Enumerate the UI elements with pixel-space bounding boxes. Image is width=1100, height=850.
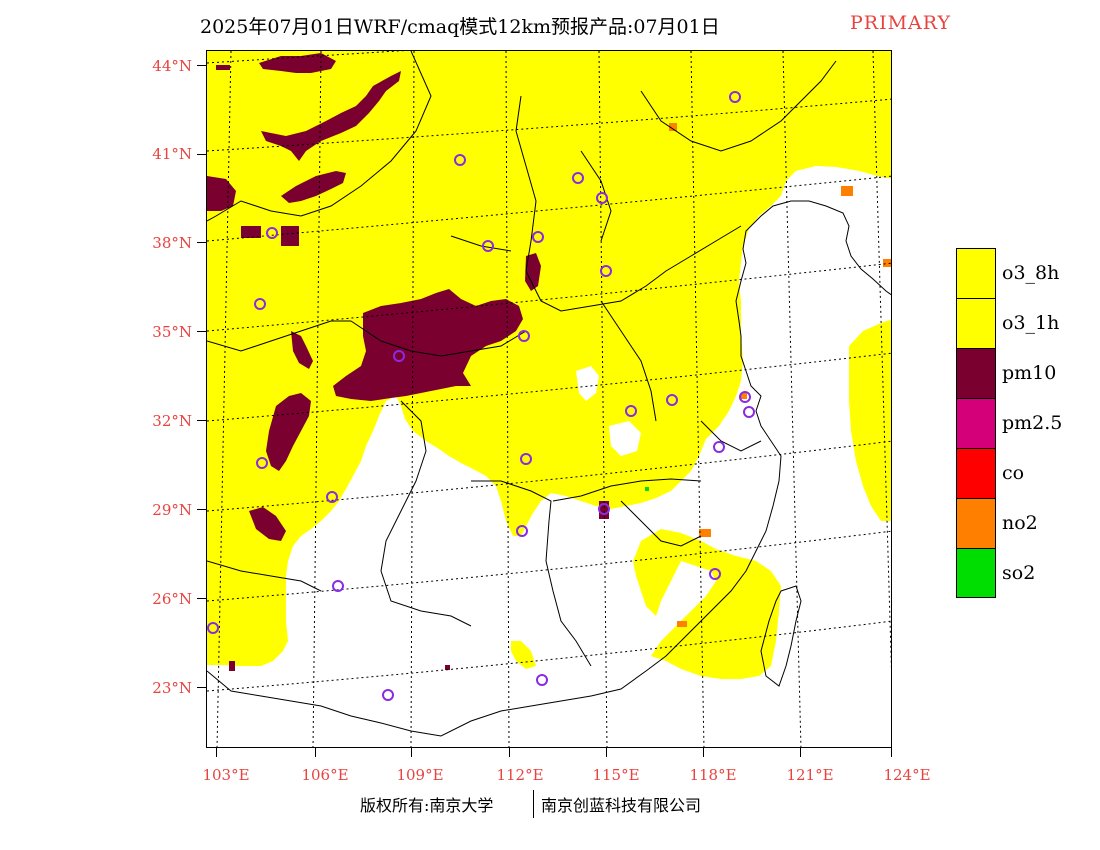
lat-label-35: 35°N	[152, 323, 192, 341]
lat-label-23: 23°N	[152, 679, 192, 697]
legend-swatch	[956, 548, 996, 598]
legend-item-pm10: pm10	[956, 348, 1076, 398]
lon-tick	[891, 748, 892, 757]
pm10-patch	[241, 226, 261, 238]
pm10-region-center2	[525, 253, 541, 291]
pm10-patch	[229, 661, 235, 671]
graticule	[207, 51, 891, 747]
lon-tick	[216, 748, 217, 757]
station-markers	[207, 91, 755, 701]
no2-patch	[669, 123, 677, 131]
legend-label: o3_1h	[1002, 312, 1060, 334]
lon-tick	[800, 748, 801, 757]
legend-label: pm2.5	[1002, 412, 1063, 434]
no2-patch	[841, 186, 853, 196]
pm10-region-northwest	[207, 176, 236, 211]
map-title-bar: 2025年07月01日WRF/cmaq模式12km预报产品:07月01日 PRI…	[0, 10, 1100, 40]
legend-item-o3-1h: o3_1h	[956, 298, 1076, 348]
lat-label-38: 38°N	[152, 234, 192, 252]
lon-label-112: 112°E	[496, 766, 544, 784]
boundaries	[207, 51, 891, 737]
pm10-patch	[599, 501, 609, 519]
copyright-company: 南京创蓝科技有限公司	[541, 796, 702, 815]
o3-patch-south	[511, 641, 536, 669]
lon-tick	[509, 748, 510, 757]
lat-label-26: 26°N	[152, 590, 192, 608]
legend-label: co	[1002, 462, 1025, 484]
pm10-patch	[445, 665, 450, 670]
lon-tick	[703, 748, 704, 757]
o3-region-east-sea	[849, 319, 891, 521]
map-title: 2025年07月01日WRF/cmaq模式12km预报产品:07月01日	[200, 16, 720, 38]
o3-region-main	[207, 51, 891, 666]
lon-label-124: 124°E	[883, 766, 931, 784]
pm10-region-central	[333, 289, 523, 401]
lat-label-41: 41°N	[152, 145, 192, 163]
legend-item-so2: so2	[956, 548, 1076, 598]
o3-region-southeast	[633, 529, 781, 679]
lon-tick	[606, 748, 607, 757]
no2-patch	[677, 621, 687, 627]
no2-patch	[883, 259, 891, 267]
lat-tick	[197, 598, 206, 599]
footer-divider	[533, 790, 534, 818]
pm10-region-west	[291, 331, 313, 369]
pm10-region-southwest	[266, 393, 311, 471]
legend-label: o3_8h	[1002, 262, 1060, 284]
lon-label-109: 109°E	[396, 766, 444, 784]
lat-tick	[197, 65, 206, 66]
legend-swatch	[956, 398, 996, 448]
lat-label-32: 32°N	[152, 412, 192, 430]
pm10-patch	[216, 65, 230, 70]
no2-patch	[741, 393, 747, 399]
pm10-region-band	[281, 171, 346, 203]
lon-label-121: 121°E	[786, 766, 834, 784]
lat-tick	[197, 154, 206, 155]
lat-label-44: 44°N	[152, 57, 192, 75]
lat-label-29: 29°N	[152, 501, 192, 519]
clear-region-east	[739, 166, 891, 361]
legend-label: so2	[1002, 562, 1036, 584]
legend-swatch	[956, 448, 996, 498]
lat-tick	[197, 509, 206, 510]
pollutant-legend: o3_8h o3_1h pm10 pm2.5 co no2 so2	[956, 248, 1076, 600]
pm10-region-sw2	[249, 507, 286, 541]
lat-tick	[197, 687, 206, 688]
pollutant-map[interactable]	[206, 50, 892, 748]
clear-patch-central-2	[609, 421, 641, 456]
clear-patch-central	[576, 366, 599, 401]
lon-label-118: 118°E	[689, 766, 737, 784]
copyright-owner: 版权所有:南京大学	[360, 796, 494, 815]
lat-tick	[197, 242, 206, 243]
pollutant-map-svg	[207, 51, 891, 747]
legend-item-pm25: pm2.5	[956, 398, 1076, 448]
no2-patch	[699, 529, 711, 537]
copyright-footer: 版权所有:南京大学 南京创蓝科技有限公司	[0, 790, 1100, 820]
legend-swatch	[956, 348, 996, 398]
legend-item-co: co	[956, 448, 1076, 498]
pm10-patch	[281, 226, 299, 246]
lon-label-115: 115°E	[592, 766, 640, 784]
lon-tick	[411, 748, 412, 757]
legend-swatch	[956, 248, 996, 298]
primary-pollutant-tag: PRIMARY	[850, 12, 952, 34]
lat-tick	[197, 420, 206, 421]
legend-swatch	[956, 298, 996, 348]
so2-patch	[645, 487, 649, 491]
pm10-region-north-2	[261, 71, 401, 161]
legend-swatch	[956, 498, 996, 548]
legend-item-o3-8h: o3_8h	[956, 248, 1076, 298]
lon-tick	[315, 748, 316, 757]
lat-tick	[197, 331, 206, 332]
lon-label-103: 103°E	[202, 766, 250, 784]
legend-item-no2: no2	[956, 498, 1076, 548]
legend-label: pm10	[1002, 362, 1057, 384]
lon-label-106: 106°E	[301, 766, 349, 784]
legend-label: no2	[1002, 512, 1038, 534]
